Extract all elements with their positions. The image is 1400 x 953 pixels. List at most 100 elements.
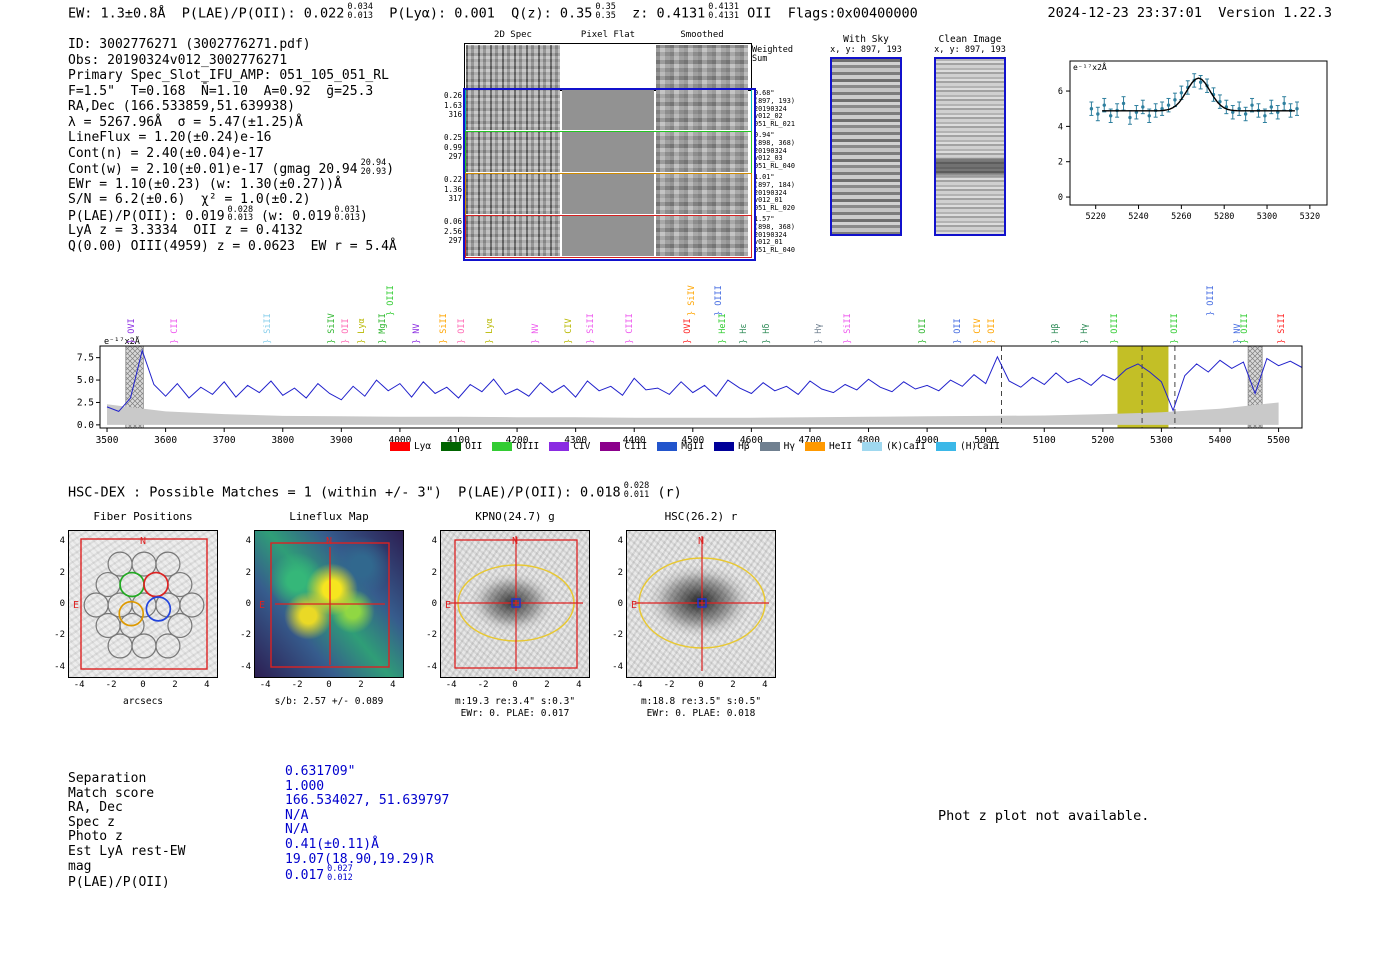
match-label: mag xyxy=(68,858,92,874)
stat-value: 297 xyxy=(448,152,462,161)
clean-image-stamp: Clean Image x, y: 897, 193 xyxy=(925,34,1015,236)
text-segment: ) xyxy=(386,162,395,177)
stat-value: 0.22 xyxy=(443,175,462,184)
header-timestamp: 2024-12-23 23:37:01 Version 1.22.3 xyxy=(1047,5,1332,21)
stat-value: 0.06 xyxy=(443,217,462,226)
compass-east: E xyxy=(259,600,265,611)
legend-color-chip xyxy=(492,442,513,451)
annotation-line: (898, 368) xyxy=(754,222,795,231)
svg-text:0.0: 0.0 xyxy=(77,420,94,431)
svg-text:5.0: 5.0 xyxy=(77,375,94,386)
text-segment: (w: 0.019 xyxy=(253,208,332,224)
svg-text:7.5: 7.5 xyxy=(77,353,94,364)
match-label: Separation xyxy=(68,771,147,786)
match-label: Est LyA rest-EW xyxy=(68,843,186,859)
x-tick-label: 2 xyxy=(358,680,364,690)
text-segment: (r) xyxy=(649,484,682,501)
upper-bound: 0.028 xyxy=(623,481,650,491)
centroid-marker xyxy=(511,598,521,608)
x-tick-label: 2 xyxy=(172,680,178,690)
text-segment: Cont(w) = 2.10(±0.01)e-17 (gmag 20.94 xyxy=(68,162,358,177)
y-tick-label: -4 xyxy=(426,661,437,672)
compass-east: E xyxy=(445,600,451,611)
y-tick-label: 0 xyxy=(617,599,623,609)
match-row: Photo z N/A xyxy=(68,823,449,845)
emission-line-label: } OIII xyxy=(714,285,725,316)
annotation-line: 051_RL_020 xyxy=(754,204,795,213)
line-fit-plot: 0 2 4 6 5220 5240 5260 5280 5300 5320 e⁻¹⁷x2Å xyxy=(1058,60,1328,222)
legend-label: (H)CaII xyxy=(959,441,1001,452)
text-segment: 1.000 xyxy=(285,778,325,794)
x-tick-label: 4 xyxy=(576,680,582,690)
legend-color-chip xyxy=(549,442,570,451)
match-row: Match score 1.000 xyxy=(68,779,449,802)
stat-value: 2.56 xyxy=(443,226,462,236)
lower-bound: 0.012 xyxy=(327,872,353,883)
stat-value: 0.99 xyxy=(443,142,462,152)
text-segment: N/A xyxy=(285,822,309,838)
annotation-line: 20190324 xyxy=(754,146,787,155)
row-annotation: 1.57" (898, 368) 20190324 v012_01 051_RL_040 xyxy=(754,215,830,256)
row-stats: 0.25 0.99 297 xyxy=(440,133,462,171)
x-tick-label: -4 xyxy=(631,680,643,690)
y-tick-label: -4 xyxy=(240,661,251,672)
annotation-line: 1.01" xyxy=(754,173,775,181)
x-tick-label: -4 xyxy=(445,680,457,690)
x-tick-label: 2 xyxy=(730,680,736,690)
error-band xyxy=(107,402,1279,425)
pixel-flat-strip xyxy=(562,90,654,130)
info-line: Primary Spec_Slot_IFU_AMP: 051_105_051_R… xyxy=(68,68,397,84)
text-segment: ) xyxy=(360,208,368,224)
text-segment: LineFlux = 1.20(±0.24)e-16 xyxy=(68,130,272,145)
y-tick-label: -4 xyxy=(54,661,65,672)
spectrum-line xyxy=(106,348,1303,412)
panel-caption: s/b: 2.57 +/- 0.089 xyxy=(274,696,384,707)
panel-title: HSC(26.2) r xyxy=(664,510,738,523)
match-row: Separation 0.631709" xyxy=(68,764,449,787)
annotation-line: (897, 184) xyxy=(754,180,795,189)
fiber-positions-panel: Fiber Positions N E -4 -4 -2 -2 0 0 2 2 4 4 arcsecs xyxy=(50,510,250,722)
gaussian-fit-curve xyxy=(1102,77,1295,112)
upper-bound: 0.027 xyxy=(327,864,353,875)
legend-item: (K)CaII xyxy=(861,441,926,452)
legend-color-chip xyxy=(600,442,621,451)
header-summary: EW: 1.3±0.8Å P(LAE)/P(OII): 0.022 0.034 0.… xyxy=(68,2,918,22)
info-line: F=1.5" T=0.168 N̄=1.10 A=0.92 ḡ=25.3 xyxy=(68,84,397,100)
svg-text:e⁻¹⁷x2Å: e⁻¹⁷x2Å xyxy=(1073,61,1107,72)
pixel-flat-strip xyxy=(562,132,654,172)
text-segment: 0.631709" xyxy=(285,764,356,779)
panel-overlay: NE xyxy=(259,536,390,668)
stacked-uncertainty: 0.028 0.013 xyxy=(228,205,254,223)
smoothed-strip xyxy=(656,174,748,214)
spec2d-outer-border xyxy=(463,88,756,261)
panel-caption: EWr: 0. PLAE: 0.017 xyxy=(460,708,570,719)
svg-text:5200: 5200 xyxy=(1091,435,1114,446)
compass-east: E xyxy=(73,600,79,611)
legend-item: CIV xyxy=(549,441,590,452)
lower-bound: 0.013 xyxy=(334,213,361,223)
y-tick-label: -2 xyxy=(612,630,623,641)
text-segment: 166.534027, 51.639797 xyxy=(285,793,450,809)
svg-text:5300: 5300 xyxy=(1150,435,1173,446)
x-tick-label: 2 xyxy=(544,680,550,690)
selected-fiber xyxy=(118,600,145,627)
annotation-line: 20190324 xyxy=(754,188,787,197)
annotation-line: (898, 368) xyxy=(754,138,795,147)
match-label: RA, Dec xyxy=(68,800,123,816)
legend-label: OII xyxy=(465,441,483,452)
2d-spec-weighted-strip xyxy=(466,45,560,88)
panel-caption: m:18.8 re:3.5" s:0.5" xyxy=(640,696,762,707)
compass-north: N xyxy=(698,536,704,547)
row-stats: 0.26 1.63 316 xyxy=(440,91,462,129)
2d-spec-strip xyxy=(466,216,560,256)
panel-caption: arcsecs xyxy=(122,696,164,707)
y-tick-label: -4 xyxy=(612,661,623,672)
stacked-uncertainty: 0.028 0.011 xyxy=(624,482,650,499)
weighted-row-border xyxy=(464,43,752,91)
match-row: Spec z N/A xyxy=(68,808,449,831)
y-tick-label: 2 xyxy=(617,567,623,578)
text-segment: F=1.5" T=0.168 N̄=1.10 A=0.92 ḡ=25.3 xyxy=(68,83,374,99)
svg-text:e⁻¹⁷x2Å: e⁻¹⁷x2Å xyxy=(104,336,140,347)
upper-bound: 0.034 xyxy=(347,2,373,12)
